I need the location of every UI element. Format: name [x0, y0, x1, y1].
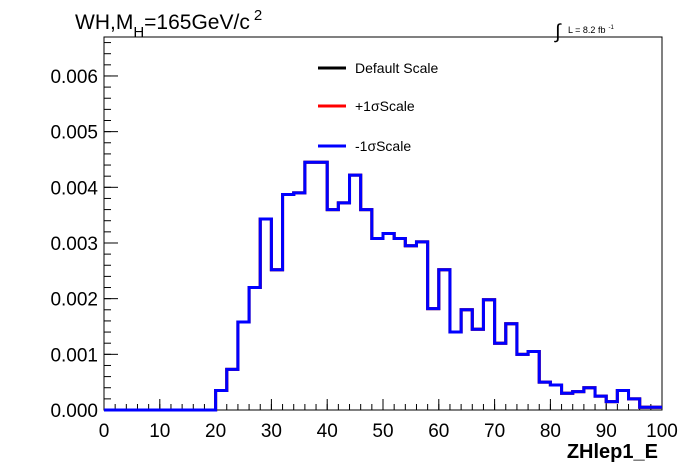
x-tick-label: 100: [646, 421, 678, 442]
x-tick-label: 70: [484, 421, 505, 442]
legend-label-0: Default Scale: [355, 60, 438, 76]
legend: Default Scale +1σScale -1σScale: [318, 60, 438, 154]
x-axis: 0 10 20 30 40 50 60 70 80 90 100: [99, 399, 678, 442]
series-lines: [104, 160, 662, 412]
x-tick-label: 90: [596, 421, 617, 442]
y-tick-label: 0.000: [50, 401, 98, 422]
x-axis-title: ZHlep1_E: [567, 441, 658, 463]
x-tick-label: 80: [540, 421, 561, 442]
x-tick-label: 0: [99, 421, 110, 442]
y-tick-label: 0.001: [50, 345, 98, 366]
x-tick-label: 50: [372, 421, 393, 442]
chart-title: WH,MH=165GeV/c 2: [75, 7, 262, 41]
y-tick-label: 0.003: [50, 234, 98, 255]
title-superscript: 2: [254, 7, 262, 24]
legend-label-2: -1σScale: [355, 138, 411, 154]
lumi-superscript: -1: [608, 25, 614, 31]
title-rest: =165GeV/c: [144, 11, 250, 34]
y-axis: 0.000 0.001 0.002 0.003 0.004 0.005 0.006: [50, 42, 118, 422]
x-tick-label: 20: [205, 421, 226, 442]
lumi-text: L = 8.2 fb: [568, 25, 605, 35]
lumi-label: L = 8.2 fb -1: [568, 25, 614, 35]
integral-symbol: ∫: [554, 21, 562, 43]
title-subscript: H: [133, 24, 144, 41]
y-tick-label: 0.004: [50, 178, 98, 199]
x-tick-label: 60: [428, 421, 449, 442]
x-tick-label: 40: [317, 421, 338, 442]
y-tick-label: 0.002: [50, 290, 98, 311]
x-tick-label: 10: [149, 421, 170, 442]
legend-label-1: +1σScale: [355, 98, 415, 114]
series-line-2: [104, 160, 662, 412]
y-tick-label: 0.006: [50, 67, 98, 88]
x-tick-label: 30: [261, 421, 282, 442]
y-tick-label: 0.005: [50, 123, 98, 144]
title-main: WH,M: [75, 11, 133, 34]
